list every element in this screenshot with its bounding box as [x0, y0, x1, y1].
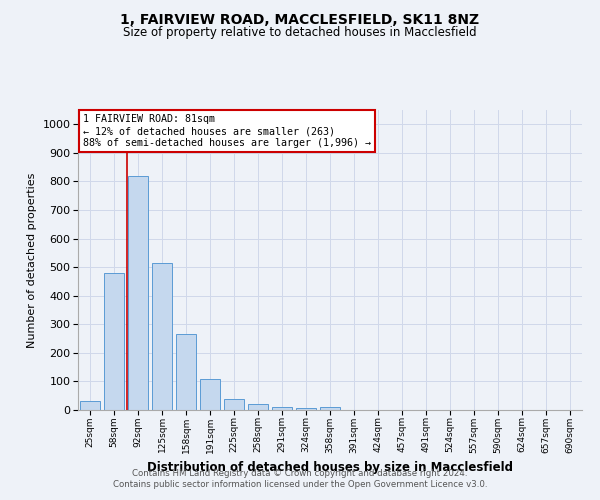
- Bar: [272, 407, 292, 410]
- Bar: [200, 378, 220, 410]
- Bar: [248, 404, 268, 410]
- Bar: [104, 273, 124, 410]
- Bar: [176, 334, 196, 410]
- Bar: [224, 399, 244, 410]
- Bar: [152, 263, 172, 410]
- X-axis label: Distribution of detached houses by size in Macclesfield: Distribution of detached houses by size …: [147, 461, 513, 474]
- Text: Contains public sector information licensed under the Open Government Licence v3: Contains public sector information licen…: [113, 480, 487, 489]
- Bar: [128, 176, 148, 410]
- Bar: [320, 407, 340, 410]
- Y-axis label: Number of detached properties: Number of detached properties: [27, 172, 37, 348]
- Text: 1, FAIRVIEW ROAD, MACCLESFIELD, SK11 8NZ: 1, FAIRVIEW ROAD, MACCLESFIELD, SK11 8NZ: [121, 12, 479, 26]
- Bar: [296, 408, 316, 410]
- Text: Contains HM Land Registry data © Crown copyright and database right 2024.: Contains HM Land Registry data © Crown c…: [132, 468, 468, 477]
- Text: Size of property relative to detached houses in Macclesfield: Size of property relative to detached ho…: [123, 26, 477, 39]
- Text: 1 FAIRVIEW ROAD: 81sqm
← 12% of detached houses are smaller (263)
88% of semi-de: 1 FAIRVIEW ROAD: 81sqm ← 12% of detached…: [83, 114, 371, 148]
- Bar: [80, 402, 100, 410]
